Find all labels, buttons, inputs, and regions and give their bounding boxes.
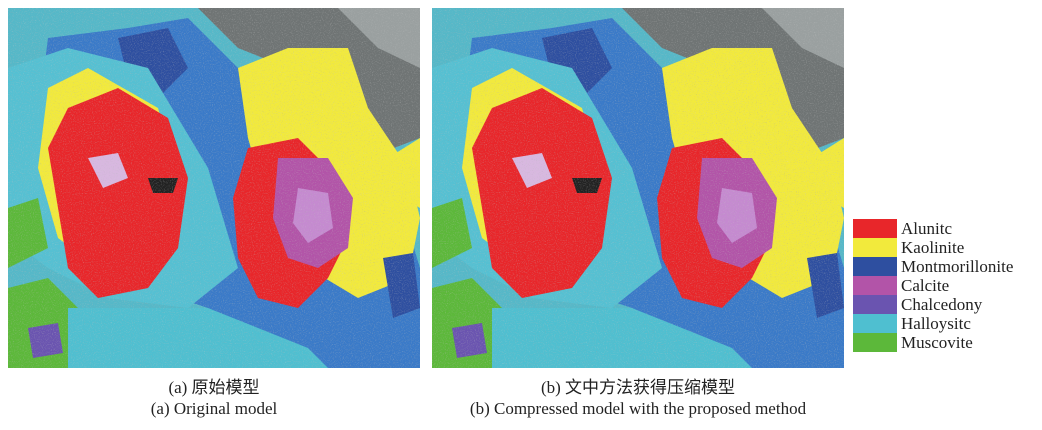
legend-swatch	[853, 333, 897, 352]
legend-item: Calcite	[853, 276, 1039, 295]
legend-label: Kaolinite	[901, 238, 965, 257]
legend-swatch	[853, 257, 897, 276]
legend-swatch	[853, 219, 897, 238]
legend-item: Halloysitc	[853, 314, 1039, 333]
caption-compressed: (b) 文中方法获得压缩模型 (b) Compressed model with…	[432, 377, 844, 419]
legend-item: Montmorillonite	[853, 257, 1039, 276]
caption-original-cn: (a) 原始模型	[168, 378, 260, 397]
legend-item: Kaolinite	[853, 238, 1039, 257]
map-image-original	[8, 8, 420, 368]
legend-swatch	[853, 238, 897, 257]
legend-label: Chalcedony	[901, 295, 983, 314]
legend-label: Calcite	[901, 276, 950, 295]
legend-swatch	[853, 276, 897, 295]
caption-compressed-cn: (b) 文中方法获得压缩模型	[540, 378, 736, 397]
legend-item: Chalcedony	[853, 295, 1039, 314]
caption-compressed-en: (b) Compressed model with the proposed m…	[469, 399, 807, 418]
caption-original-en: (a) Original model	[150, 399, 278, 418]
legend-label: Montmorillonite	[901, 257, 1014, 276]
classification-map-compressed	[432, 8, 844, 368]
legend-label: Alunitc	[901, 219, 952, 238]
legend-item: Muscovite	[853, 333, 1039, 352]
legend-label: Muscovite	[901, 333, 973, 352]
legend-label: Halloysitc	[901, 314, 971, 333]
legend-swatch	[853, 314, 897, 333]
legend-item: Alunitc	[853, 219, 1039, 238]
legend: Alunitc Kaolinite Montmorillonite Calcit…	[853, 219, 1039, 352]
classification-map-original	[8, 8, 420, 368]
map-image-compressed	[432, 8, 844, 368]
legend-swatch	[853, 295, 897, 314]
caption-original: (a) 原始模型 (a) Original model	[8, 377, 420, 419]
